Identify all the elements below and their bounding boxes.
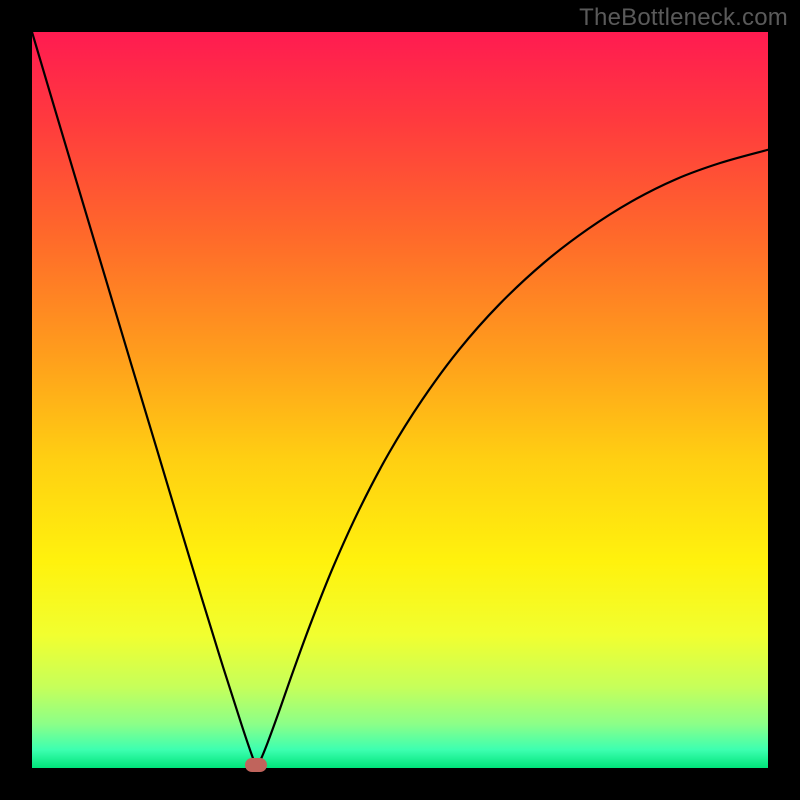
- chart-svg: [32, 32, 768, 768]
- chart-container: TheBottleneck.com: [0, 0, 800, 800]
- minimum-marker: [245, 758, 267, 772]
- plot-area: [32, 32, 768, 768]
- watermark-text: TheBottleneck.com: [579, 4, 788, 32]
